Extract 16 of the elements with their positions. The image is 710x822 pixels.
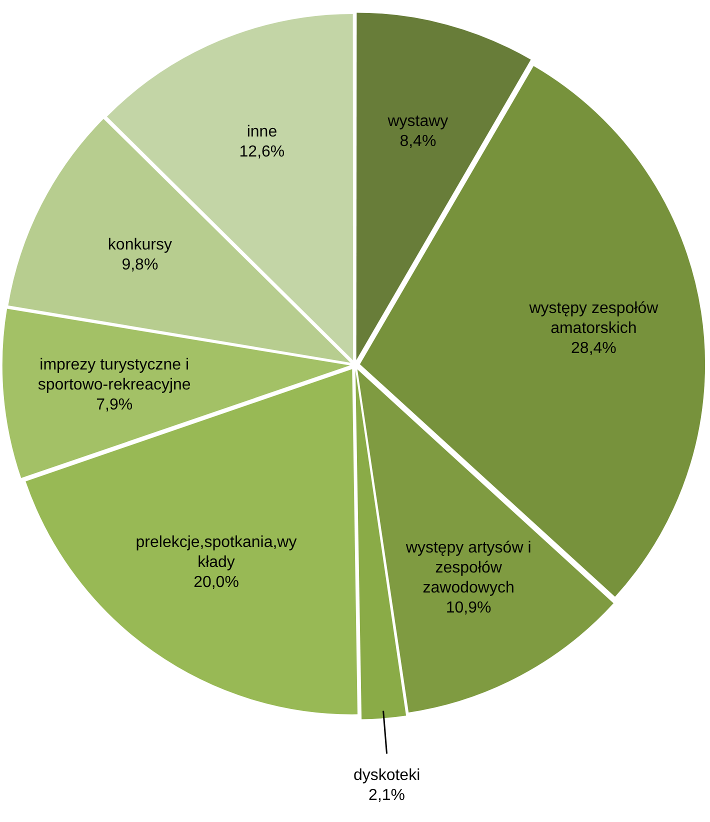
slice-label: dyskoteki bbox=[353, 767, 420, 784]
slice-label: konkursy bbox=[108, 236, 172, 254]
slice-label: prelekcje,spotkania,wy kłady bbox=[136, 534, 297, 572]
slice-label: wystawy bbox=[386, 113, 448, 130]
data-label: 2,1% bbox=[368, 787, 406, 804]
data-label: 10,9% bbox=[446, 600, 492, 617]
data-label: 9,8% bbox=[122, 256, 158, 274]
data-label: 8,4% bbox=[400, 133, 436, 150]
data-label: 28,4% bbox=[571, 340, 616, 357]
slice-label: imprezy turystyczne i sportowo-rekreacyjne bbox=[38, 356, 191, 394]
data-label: 7,9% bbox=[96, 396, 133, 414]
data-label: 20,0% bbox=[194, 574, 239, 592]
slice-label: inne bbox=[246, 124, 278, 141]
slice-label: występy artysów i zespołów zawodowych bbox=[404, 540, 532, 597]
data-label: 12,6% bbox=[239, 144, 285, 161]
slice-label: występy zespołów amatorskich bbox=[528, 300, 659, 337]
